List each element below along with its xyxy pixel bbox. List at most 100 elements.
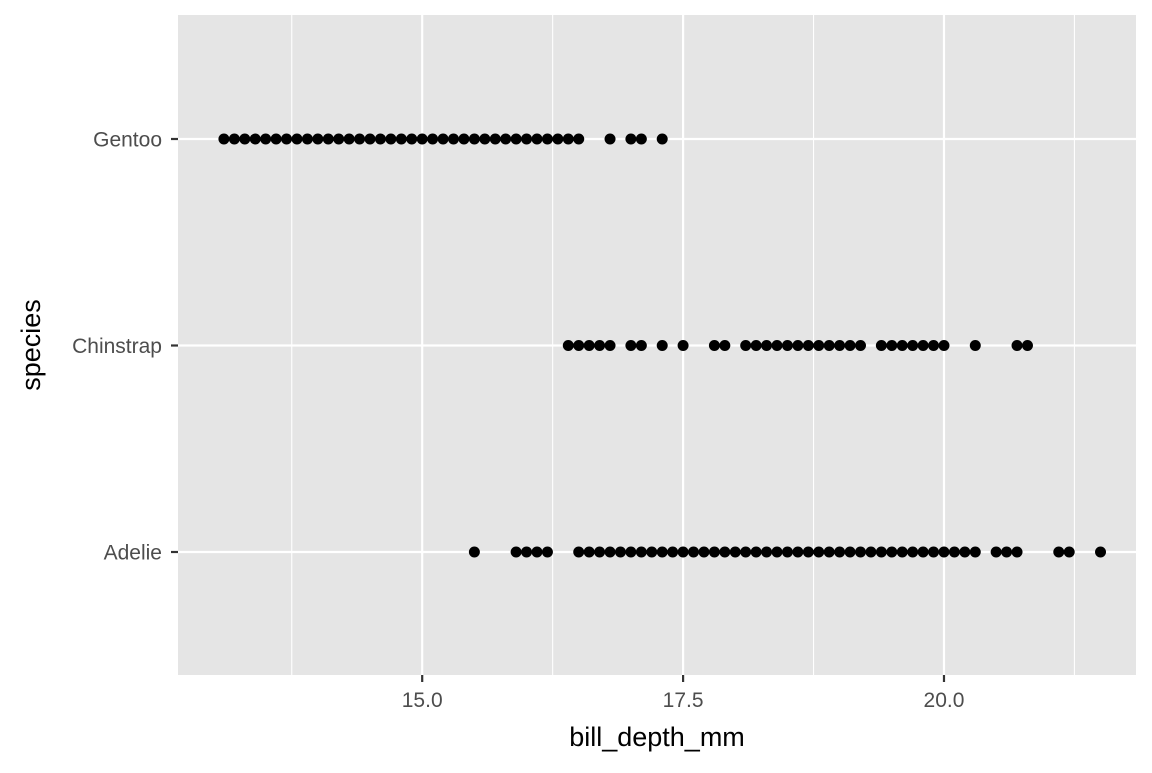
data-point [844, 340, 856, 351]
data-point [875, 340, 887, 351]
data-point [437, 133, 449, 145]
data-point [886, 340, 898, 351]
data-point [1063, 546, 1075, 558]
data-point [1011, 340, 1023, 351]
data-point [260, 133, 272, 145]
data-point [604, 133, 616, 145]
data-point [761, 546, 773, 558]
data-point [552, 133, 564, 145]
data-point [635, 546, 647, 558]
x-axis: 15.0 17.5 20.0 [402, 675, 964, 712]
data-point [343, 133, 355, 145]
data-point [228, 133, 240, 145]
data-point [521, 133, 533, 145]
data-point [573, 340, 585, 351]
data-point [239, 133, 251, 145]
data-point [604, 340, 616, 351]
data-point [301, 133, 313, 145]
data-point [604, 546, 616, 558]
data-point [896, 546, 908, 558]
data-point [406, 133, 418, 145]
data-point [865, 546, 877, 558]
data-point [823, 340, 835, 351]
data-point [969, 546, 981, 558]
data-point [1095, 546, 1107, 558]
data-point [844, 546, 856, 558]
data-point [771, 546, 783, 558]
data-point [427, 133, 439, 145]
y-axis-title: species [16, 299, 46, 391]
data-point [364, 133, 376, 145]
data-point [854, 340, 866, 351]
data-point [458, 133, 470, 145]
data-point [635, 133, 647, 145]
y-tick-label: Gentoo [93, 129, 162, 152]
data-point [489, 133, 501, 145]
data-point [729, 546, 741, 558]
data-point [500, 133, 512, 145]
data-point [625, 546, 637, 558]
y-tick-label: Adelie [104, 542, 162, 565]
data-point [959, 546, 971, 558]
y-axis: Adelie Chinstrap Gentoo [72, 129, 178, 565]
data-point [1021, 340, 1033, 351]
data-point [813, 546, 825, 558]
data-point [249, 133, 261, 145]
data-point [708, 340, 720, 351]
data-point [781, 546, 793, 558]
data-point [781, 340, 793, 351]
data-point [656, 133, 668, 145]
data-point [354, 133, 366, 145]
data-point [583, 340, 595, 351]
data-point [938, 546, 950, 558]
data-point [291, 133, 303, 145]
data-point [374, 133, 386, 145]
data-point [541, 133, 553, 145]
data-point [834, 546, 846, 558]
data-point [740, 340, 752, 351]
data-point [698, 546, 710, 558]
data-point [667, 546, 679, 558]
y-tick-label: Chinstrap [72, 335, 162, 358]
data-point [510, 133, 522, 145]
data-point [656, 546, 668, 558]
data-point [854, 546, 866, 558]
data-point [614, 546, 626, 558]
data-point [1011, 546, 1023, 558]
data-point [218, 133, 230, 145]
data-point [740, 546, 752, 558]
data-point [312, 133, 324, 145]
data-point [562, 133, 574, 145]
data-point [1053, 546, 1065, 558]
data-point [792, 340, 804, 351]
data-point [573, 546, 585, 558]
data-point [688, 546, 700, 558]
data-point [656, 340, 668, 351]
data-point [270, 133, 282, 145]
data-point [1001, 546, 1013, 558]
data-point [948, 546, 960, 558]
data-points [218, 133, 1107, 558]
data-point [938, 340, 950, 351]
data-point [333, 133, 345, 145]
data-point [928, 546, 940, 558]
data-point [322, 133, 334, 145]
data-point [594, 340, 606, 351]
data-point [677, 546, 689, 558]
data-point [521, 546, 533, 558]
data-point [468, 133, 480, 145]
data-point [750, 340, 762, 351]
data-point [907, 340, 919, 351]
data-point [771, 340, 783, 351]
data-point [448, 133, 460, 145]
data-point [281, 133, 293, 145]
data-point [395, 133, 407, 145]
data-point [635, 340, 647, 351]
data-point [646, 546, 658, 558]
data-point [761, 340, 773, 351]
x-axis-title: bill_depth_mm [569, 722, 745, 752]
data-point [834, 340, 846, 351]
x-tick-label: 17.5 [663, 689, 704, 712]
data-point [813, 340, 825, 351]
